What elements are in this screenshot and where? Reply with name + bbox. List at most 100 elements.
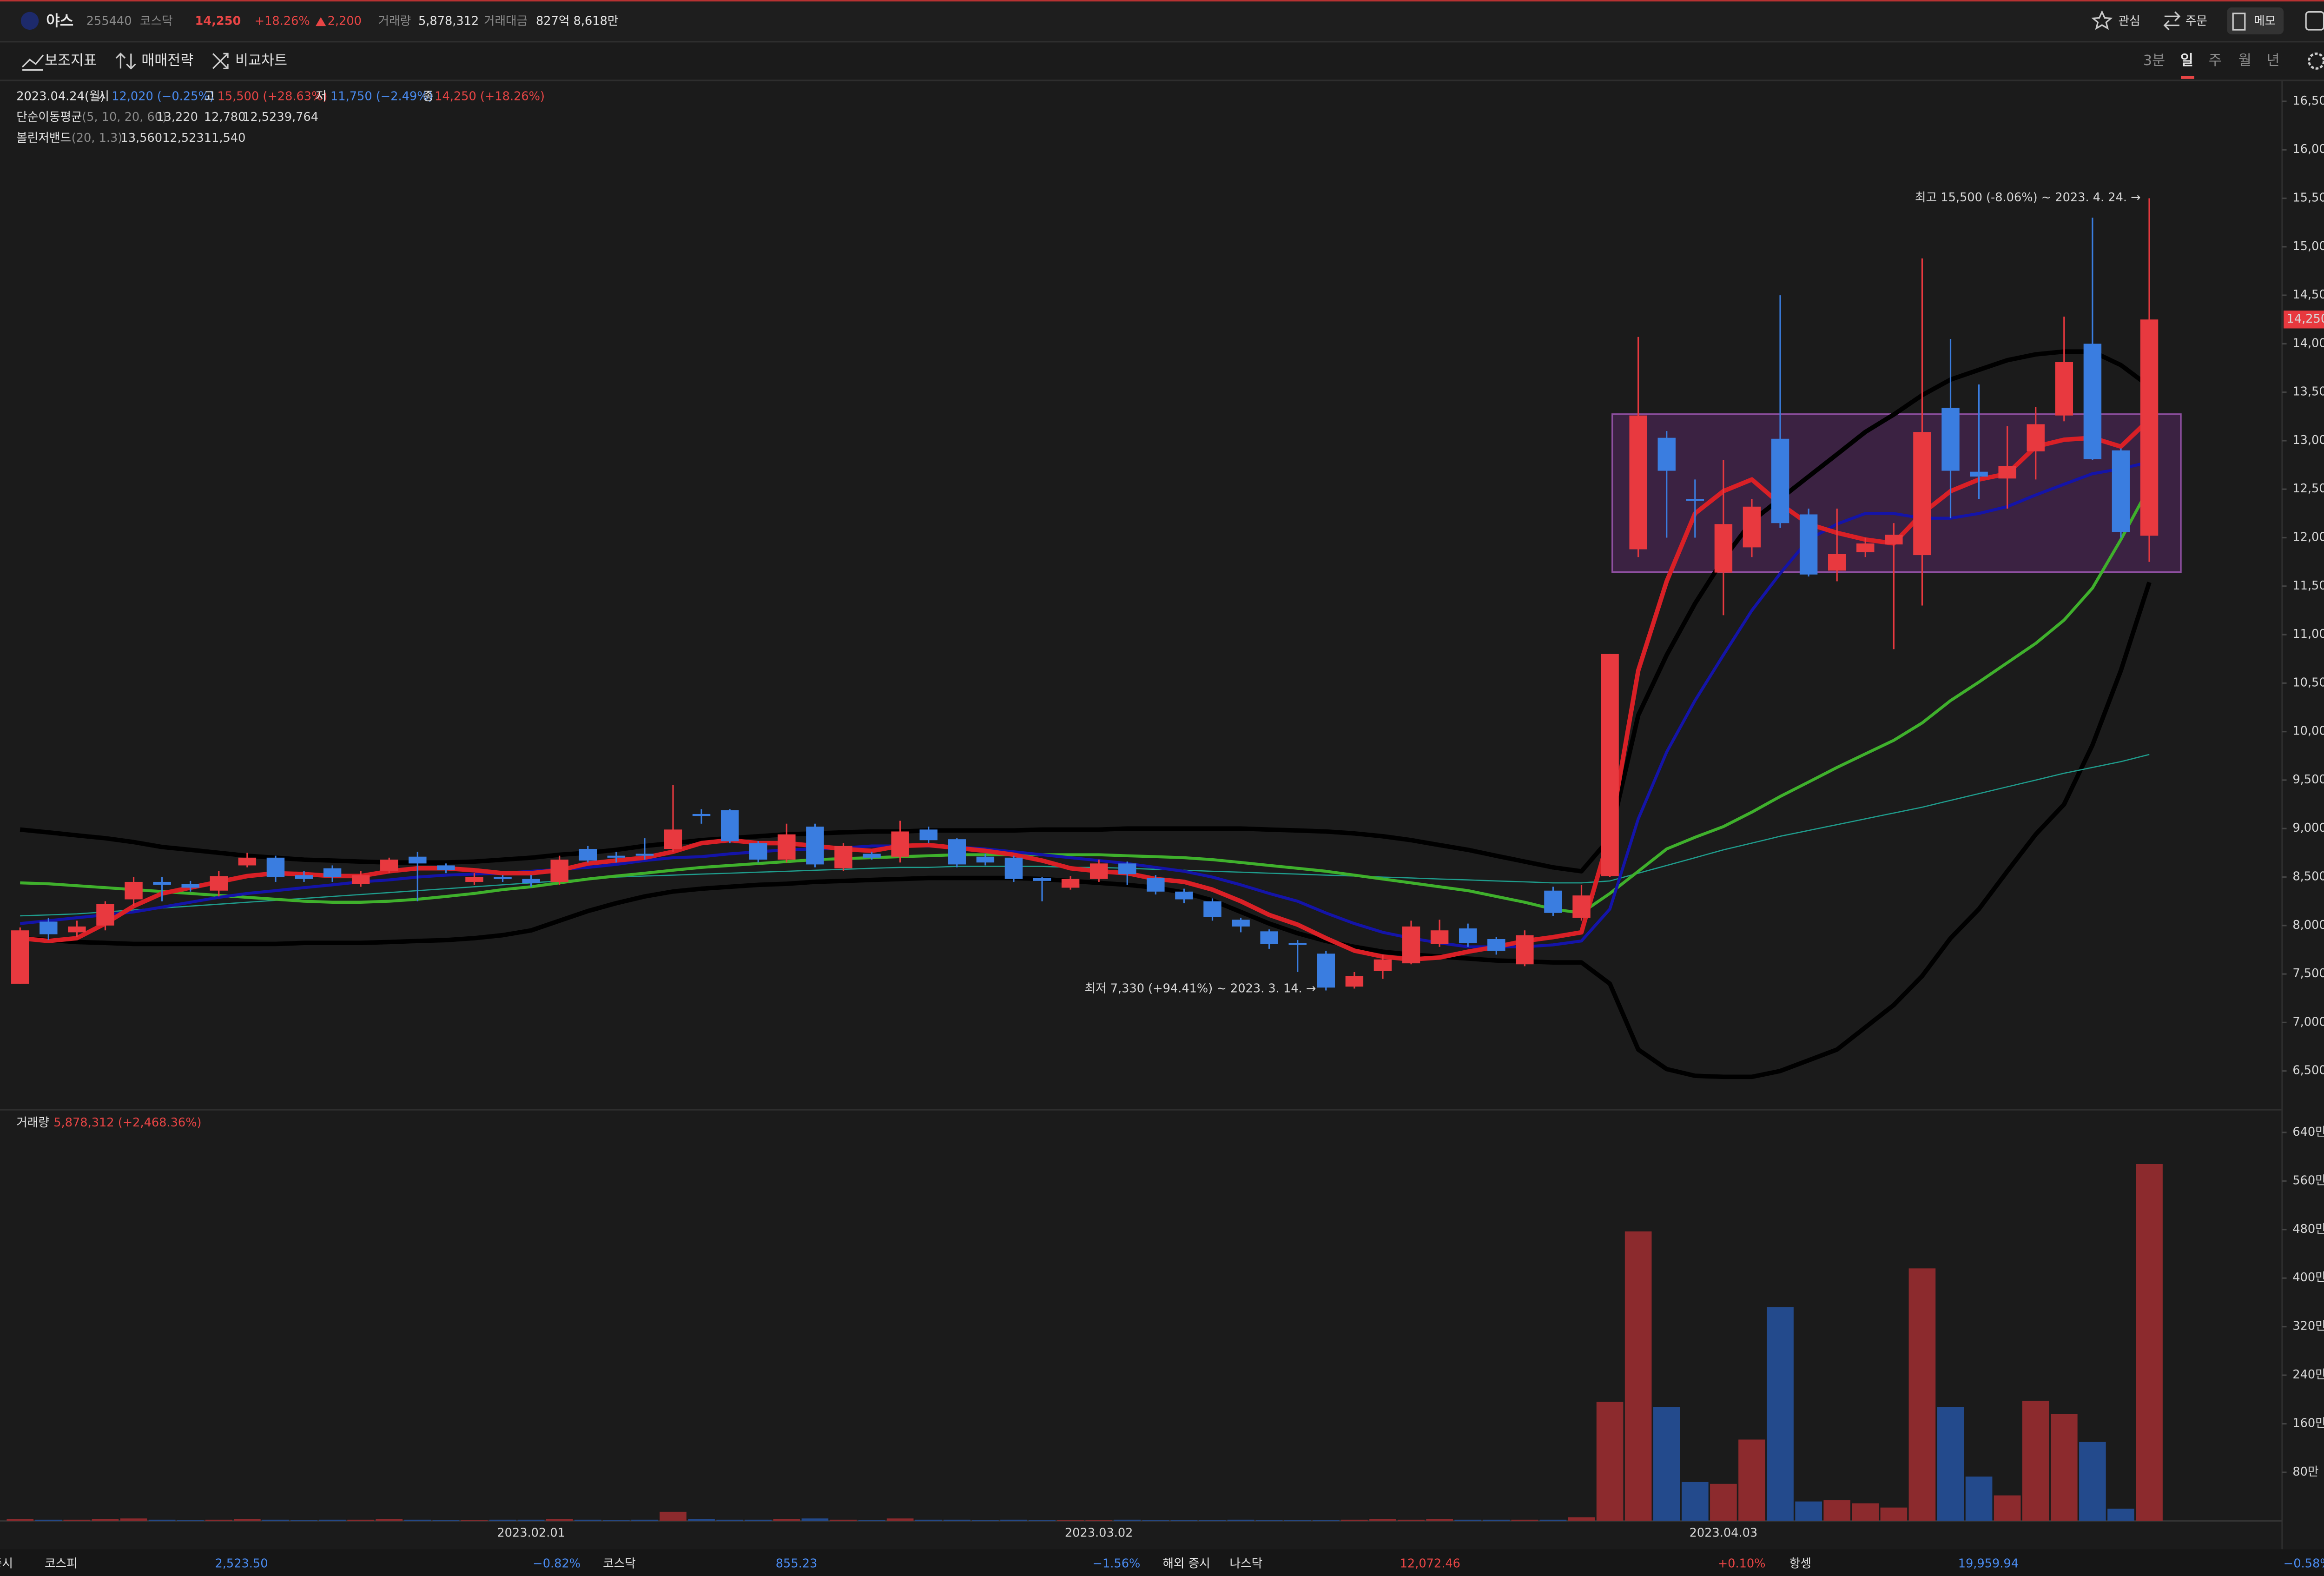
memo-icon[interactable] — [2232, 13, 2246, 31]
volume-bar — [1142, 1520, 1169, 1521]
ticker-change: −1.56% — [1093, 1556, 1141, 1570]
volume: 5,878,312 — [418, 14, 479, 28]
price-tag-bg — [2284, 311, 2324, 329]
volume-bar — [745, 1519, 772, 1521]
ma-legend-value: 9,764 — [284, 110, 318, 124]
memo-button[interactable]: 메모 — [2254, 14, 2276, 28]
candle-body — [1714, 524, 1733, 573]
candle-body — [778, 834, 796, 860]
ticker-change: −0.82% — [533, 1556, 581, 1570]
volume-bar — [603, 1520, 630, 1521]
ticker-name: 코스피 — [45, 1556, 78, 1570]
info-label: 저 — [316, 89, 327, 103]
annotation-high: 최고 15,500 (-8.06%) ~ 2023. 4. 24. → — [1915, 191, 2141, 205]
y-tick-label: 7,500 — [2292, 967, 2324, 980]
volume-legend-value: 5,878,312 (+2,468.36%) — [53, 1116, 201, 1130]
ma-legend-name: 단순이동평균 — [16, 110, 82, 124]
volume-bar — [2079, 1442, 2106, 1521]
change: 2,200 — [328, 14, 362, 28]
volume-bar — [2022, 1400, 2049, 1521]
volume-label: 거래량 — [378, 14, 411, 28]
period-button[interactable]: 일 — [2180, 53, 2193, 69]
bb-legend-value: 11,540 — [204, 131, 246, 145]
volume-bar — [432, 1520, 460, 1521]
indicator-line — [20, 486, 2151, 915]
candle-body — [2083, 344, 2102, 459]
candle-body — [1828, 554, 1846, 571]
ticker-name: 나스닥 — [1230, 1556, 1263, 1570]
volume-bar — [1624, 1231, 1652, 1521]
candle-body — [1175, 891, 1193, 900]
candle-body — [1743, 506, 1761, 548]
candle-body — [1061, 879, 1080, 888]
volume-bar — [290, 1520, 317, 1521]
candle-body — [1373, 959, 1392, 971]
indicator-icon[interactable] — [21, 54, 44, 71]
memo-button-bg[interactable] — [2227, 7, 2284, 34]
tool-button[interactable]: 매매전략 — [141, 53, 193, 69]
bb-legend-value: 13,560 — [120, 131, 162, 145]
y-tick-label: 10,000 — [2292, 724, 2324, 738]
candle-body — [409, 856, 427, 864]
volume-bar — [1170, 1520, 1198, 1521]
strategy-icon[interactable] — [115, 53, 136, 70]
y-tick-label: 8,000 — [2292, 918, 2324, 932]
x-tick-label: 2023.03.02 — [1065, 1526, 1133, 1540]
period-button[interactable]: 주 — [2209, 53, 2222, 69]
candle-body — [806, 827, 824, 865]
compare-icon[interactable] — [212, 53, 229, 69]
candle-body — [96, 904, 114, 926]
candle-body — [1203, 901, 1221, 917]
volume-bar — [1710, 1483, 1737, 1521]
price-tag: 14,250 — [2287, 312, 2324, 326]
period-active — [2181, 76, 2194, 79]
candle-body — [1913, 432, 1931, 556]
candle-body — [1345, 976, 1364, 987]
ticker-name: 항셍 — [1789, 1556, 1811, 1570]
candle-body — [2027, 424, 2045, 451]
volume-bar — [1199, 1520, 1226, 1521]
order-icon[interactable] — [2163, 11, 2181, 31]
order-button[interactable]: 주문 — [2185, 14, 2207, 28]
candle-body — [550, 859, 568, 882]
volume-bar — [773, 1519, 800, 1521]
volume-bar — [205, 1519, 232, 1521]
candle-body — [351, 875, 370, 884]
volume-bar — [120, 1518, 147, 1521]
candle-body — [323, 868, 342, 877]
y-tick-label: 12,500 — [2292, 482, 2324, 496]
x-tick-label: 2023.04.03 — [1690, 1526, 1758, 1540]
volume-bar — [63, 1519, 91, 1521]
candle-body — [2112, 450, 2130, 532]
watch-button[interactable]: 관심 — [2119, 14, 2140, 28]
volume-bar — [1596, 1402, 1624, 1521]
volume-bar — [1057, 1520, 1084, 1521]
tool-button[interactable]: 보조지표 — [45, 53, 97, 69]
candle-body — [1317, 954, 1335, 988]
tool-button[interactable]: 비교차트 — [235, 53, 287, 69]
star-icon[interactable] — [2091, 10, 2113, 30]
candle-body — [1686, 499, 1704, 501]
candle-body — [1629, 415, 1647, 550]
volume-bar — [1852, 1503, 1879, 1521]
volume-bar — [35, 1519, 62, 1521]
info-label: 종 — [423, 89, 434, 103]
period-button[interactable]: 년 — [2267, 53, 2280, 69]
volume-bar — [92, 1519, 119, 1521]
candle-body — [1998, 466, 2016, 479]
volume-bar — [801, 1518, 829, 1521]
period-button[interactable]: 3분 — [2143, 53, 2165, 69]
volume-bar — [376, 1519, 403, 1521]
period-button[interactable]: 월 — [2238, 53, 2251, 69]
candle-body — [1487, 939, 1505, 951]
indicator-line — [20, 349, 2151, 874]
volume-bar — [1341, 1519, 1368, 1521]
ma-legend-value: 12,780 — [204, 110, 246, 124]
bb-legend-value: 12,523 — [162, 131, 204, 145]
ticker-value: 855.23 — [776, 1556, 818, 1570]
candle-body — [2140, 319, 2159, 536]
candle-body — [125, 881, 143, 900]
volume-bar — [1908, 1268, 1936, 1521]
